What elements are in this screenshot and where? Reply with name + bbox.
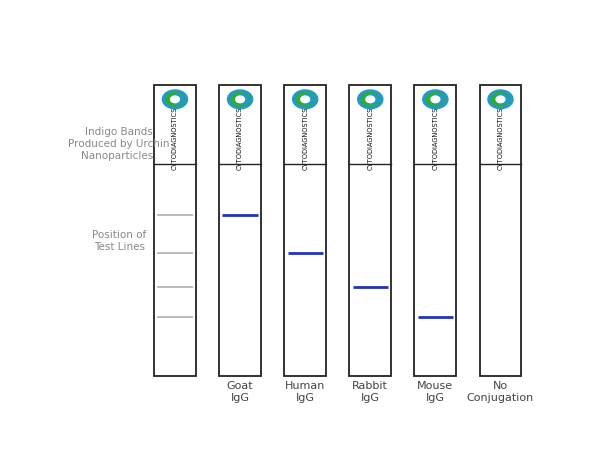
Circle shape — [301, 94, 313, 104]
Text: CYTODIAGNOSTICS: CYTODIAGNOSTICS — [367, 107, 373, 170]
Text: No
Conjugation: No Conjugation — [467, 381, 534, 403]
Circle shape — [496, 96, 505, 103]
Circle shape — [301, 96, 310, 103]
Circle shape — [488, 90, 513, 109]
Circle shape — [170, 94, 183, 104]
Circle shape — [496, 94, 509, 104]
Text: CYTODIAGNOSTICS: CYTODIAGNOSTICS — [433, 107, 439, 170]
Text: Position of
Test Lines: Position of Test Lines — [92, 230, 146, 252]
Text: CYTODIAGNOSTICS: CYTODIAGNOSTICS — [172, 107, 178, 170]
Circle shape — [427, 93, 445, 106]
Text: Mouse
IgG: Mouse IgG — [418, 381, 454, 403]
Circle shape — [423, 90, 448, 109]
Text: CYTODIAGNOSTICS: CYTODIAGNOSTICS — [302, 107, 308, 170]
Circle shape — [236, 94, 248, 104]
Bar — [349, 85, 391, 376]
Circle shape — [358, 90, 383, 109]
Circle shape — [227, 90, 253, 109]
Circle shape — [163, 90, 188, 109]
Bar — [479, 85, 521, 376]
Circle shape — [366, 94, 379, 104]
Text: Indigo Bands
Produced by Urchin
Nanoparticles.: Indigo Bands Produced by Urchin Nanopart… — [68, 127, 170, 161]
Bar — [284, 85, 326, 376]
Circle shape — [293, 90, 318, 109]
Circle shape — [166, 93, 184, 106]
Bar — [154, 85, 196, 376]
Text: Goat
IgG: Goat IgG — [227, 381, 253, 403]
Bar — [415, 85, 456, 376]
Text: Human
IgG: Human IgG — [285, 381, 325, 403]
Text: CYTODIAGNOSTICS: CYTODIAGNOSTICS — [237, 107, 243, 170]
Circle shape — [236, 96, 244, 103]
Circle shape — [431, 94, 443, 104]
Text: CYTODIAGNOSTICS: CYTODIAGNOSTICS — [497, 107, 503, 170]
Text: Rabbit
IgG: Rabbit IgG — [352, 381, 388, 403]
Circle shape — [296, 93, 314, 106]
Circle shape — [231, 93, 249, 106]
Circle shape — [491, 93, 509, 106]
Bar — [219, 85, 261, 376]
Circle shape — [361, 93, 379, 106]
Circle shape — [431, 96, 440, 103]
Circle shape — [366, 96, 374, 103]
Circle shape — [170, 96, 179, 103]
